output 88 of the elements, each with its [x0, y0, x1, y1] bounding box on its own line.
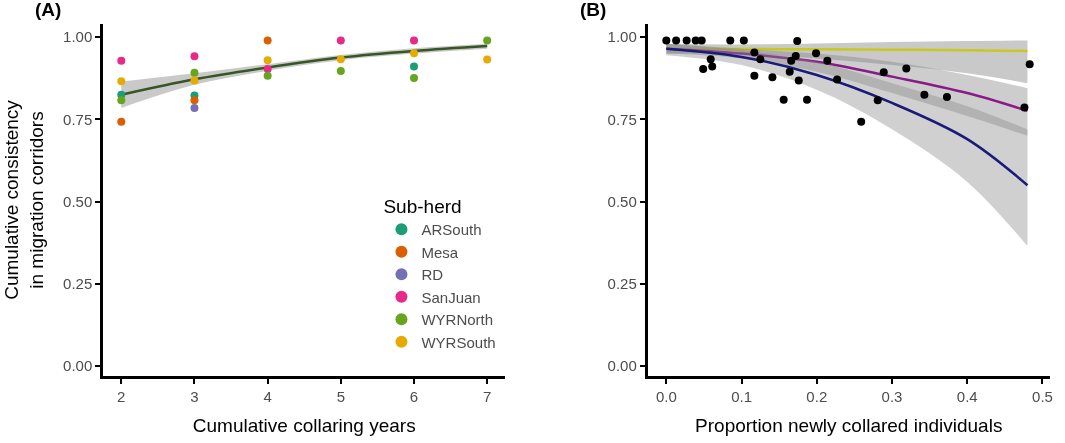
x-tick-label: 2 — [117, 387, 126, 405]
point — [483, 36, 492, 45]
point — [117, 56, 126, 65]
x-tick-label: 0.1 — [731, 387, 752, 405]
y-tick-label: 0.75 — [607, 110, 637, 128]
point — [410, 49, 418, 58]
point — [794, 76, 803, 85]
point — [1020, 103, 1029, 112]
point — [336, 67, 345, 76]
point — [706, 55, 715, 64]
y-tick-label: 1.00 — [607, 28, 637, 46]
x-tick-label: 3 — [190, 387, 199, 405]
point — [672, 36, 681, 45]
point — [768, 73, 777, 82]
point — [699, 65, 708, 74]
point — [873, 96, 882, 105]
point — [803, 95, 812, 104]
point — [336, 36, 345, 45]
x-tick-label: 7 — [483, 387, 492, 405]
point — [787, 56, 796, 65]
point — [750, 48, 759, 57]
point — [190, 52, 199, 61]
y-tick-label: 0.25 — [63, 275, 93, 293]
y-tick-label: 0.00 — [607, 357, 637, 375]
point — [785, 67, 794, 76]
legend-label: SanJuan — [421, 288, 481, 306]
point — [812, 49, 821, 58]
point — [833, 75, 842, 84]
x-tick-label: 4 — [263, 387, 272, 405]
point — [263, 65, 272, 74]
y-tick-label: 0.50 — [607, 192, 637, 210]
x-tick-label: 0.0 — [655, 387, 677, 405]
point — [662, 36, 671, 45]
point — [708, 62, 717, 71]
y-tick-label: 0.00 — [63, 357, 93, 375]
point — [190, 68, 199, 77]
legend-label: WYRNorth — [421, 311, 494, 329]
legend-label: Mesa — [421, 243, 459, 261]
legend-label: WYRSouth — [421, 333, 496, 351]
x-axis-title: Proportion newly collared individuals — [695, 414, 1003, 436]
point — [483, 55, 492, 64]
point — [336, 55, 345, 64]
y-tick-label: 0.50 — [63, 192, 93, 210]
point — [1025, 60, 1034, 69]
point — [410, 73, 418, 82]
point — [879, 68, 888, 77]
point — [823, 56, 832, 65]
x-tick-label: 6 — [409, 387, 419, 405]
point — [410, 62, 418, 71]
x-tick-label: 0.4 — [956, 387, 978, 405]
point — [263, 56, 272, 65]
chart-title: (A) — [35, 0, 62, 20]
point — [190, 96, 199, 105]
x-tick-label: 0.5 — [1032, 387, 1053, 405]
x-axis-title: Cumulative collaring years — [192, 414, 416, 436]
point — [263, 71, 272, 80]
x-tick-label: 0.3 — [881, 387, 903, 405]
point — [779, 95, 788, 104]
x-tick-label: 0.2 — [806, 387, 828, 405]
point — [190, 76, 199, 85]
point — [857, 117, 866, 126]
point — [117, 77, 126, 86]
point — [756, 55, 765, 64]
point — [410, 36, 418, 45]
point — [117, 96, 126, 105]
point — [697, 36, 706, 45]
chart-title: (B) — [580, 0, 607, 20]
point — [920, 90, 929, 99]
legend-label: ARSouth — [421, 221, 482, 239]
point — [902, 64, 911, 73]
point — [682, 36, 691, 45]
point — [791, 51, 800, 60]
y-axis-title: Cumulative consistency in migration corridors — [1, 99, 47, 300]
point — [739, 36, 748, 45]
y-tick-label: 0.75 — [63, 110, 93, 128]
point — [750, 71, 759, 80]
point — [190, 103, 199, 112]
legend-label: RD — [421, 266, 444, 284]
legend-title: Sub-herd — [383, 196, 462, 218]
point — [117, 117, 126, 126]
point — [726, 36, 735, 45]
point — [793, 37, 802, 46]
y-tick-label: 0.25 — [607, 275, 637, 293]
point — [942, 93, 951, 102]
point — [263, 36, 272, 45]
line-series — [665, 47, 1029, 187]
x-tick-label: 5 — [336, 387, 345, 405]
y-tick-label: 1.00 — [63, 28, 93, 46]
